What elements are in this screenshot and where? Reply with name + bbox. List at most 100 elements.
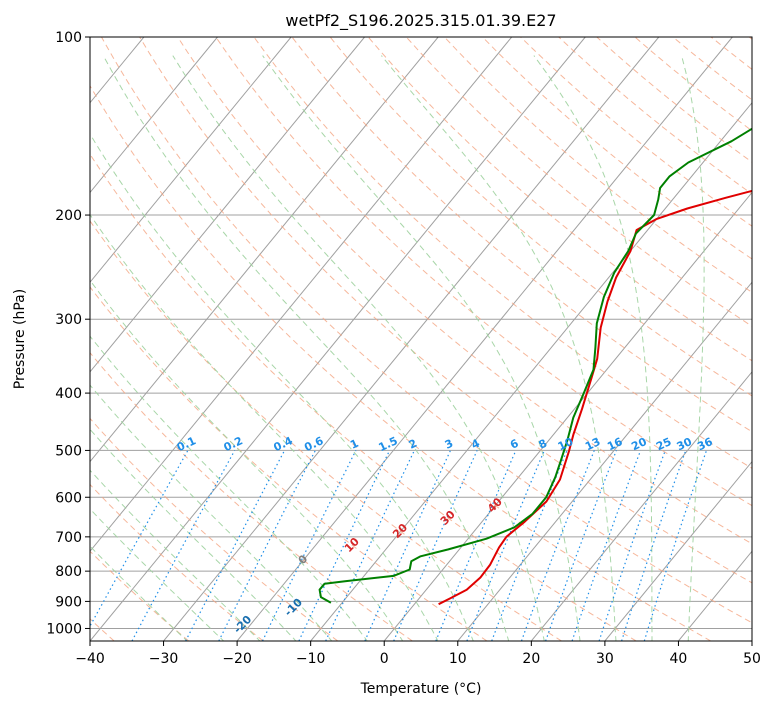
x-axis-label: Temperature (°C) [360, 681, 482, 697]
x-axis: −40 −30 −20 −10 0 10 20 30 40 50 [75, 641, 761, 667]
isotherm-line [751, 640, 752, 641]
x-tick-label: 10 [449, 651, 467, 667]
moist-adiabat-line [90, 335, 368, 641]
x-tick-label: 50 [743, 651, 761, 667]
temperature-profile-line [438, 189, 752, 606]
mixing-ratio-line [325, 450, 415, 641]
dry-adiabat-line [748, 37, 752, 40]
dry-adiabat-line [101, 37, 752, 624]
y-tick-label: 200 [55, 208, 82, 224]
isotherm-line [90, 37, 439, 463]
moist-adiabat-line [90, 279, 404, 641]
plot-frame [89, 36, 753, 642]
mixing-ratio-label: 0.4 [272, 434, 295, 454]
isotherm-line [90, 37, 292, 284]
mixing-ratio-label: 16 [605, 435, 625, 453]
mixing-ratio-line [185, 450, 286, 641]
dewpoint-profile-line [318, 127, 752, 604]
mixing-ratio-label: 30 [675, 435, 695, 453]
mixing-ratio-line [261, 450, 357, 641]
x-tick-label: −40 [75, 651, 105, 667]
dry-adiabat-line [177, 37, 752, 545]
moist-adiabat-line [90, 384, 333, 641]
dry-adiabat-label: 10 [342, 535, 362, 555]
y-tick-label: 500 [55, 443, 82, 459]
moist-adiabat-line [90, 545, 188, 641]
dry-adiabat-line [405, 37, 752, 327]
moist-adiabat-line [533, 55, 653, 641]
chart-title: wetPf2_S196.2025.315.01.39.E27 [285, 11, 556, 31]
mixing-ratio-line [298, 450, 391, 641]
mixing-ratio-label: 1 [348, 437, 360, 452]
moist-adiabat-line [90, 213, 439, 641]
dry-adiabat-line [90, 153, 637, 641]
dry-adiabat-line [710, 37, 752, 70]
isotherm-line [457, 281, 752, 641]
grid-layer [0, 37, 752, 641]
mixing-ratio-line [131, 450, 236, 641]
dry-adiabat-line [215, 37, 752, 507]
moist-adiabat-line [102, 55, 510, 641]
isotherm-line [90, 37, 586, 641]
isotherm-line [604, 460, 752, 641]
isotherm-line [90, 37, 218, 194]
x-tick-label: −20 [222, 651, 252, 667]
y-tick-label: 600 [55, 490, 82, 506]
dry-adiabat-label: 40 [485, 495, 505, 515]
y-tick-label: 800 [55, 564, 82, 580]
moist-adiabat-line [172, 55, 545, 641]
dry-adiabat-line [482, 37, 752, 260]
dry-adiabat-line [90, 84, 712, 641]
mixing-ratio-line [364, 450, 452, 641]
dry-adiabat-line [90, 417, 339, 641]
mixing-ratio-label: 6 [508, 437, 521, 452]
profile-layer [318, 127, 752, 606]
x-tick-label: 40 [670, 651, 688, 667]
mixing-ratio-line [545, 450, 617, 641]
isotherm-line [0, 37, 70, 641]
dry-adiabat-line [90, 286, 488, 641]
dry-adiabat-line [90, 483, 264, 641]
isotherm-line [383, 191, 752, 641]
y-tick-label: 300 [55, 312, 82, 328]
dry-adiabat-line [139, 37, 752, 584]
moist-adiabat-line [90, 133, 474, 641]
x-tick-label: 0 [380, 651, 389, 667]
mixing-ratio-label: 8 [537, 437, 549, 452]
mixing-ratio-label: 2 [407, 437, 419, 452]
moist-adiabat-line [381, 55, 617, 641]
mixing-ratio-line [598, 450, 666, 641]
mixing-ratio-label: 0.1 [175, 434, 198, 454]
mixing-ratio-label: 20 [629, 435, 649, 453]
dry-adiabat-line [90, 220, 562, 641]
isotherm-line [530, 371, 752, 641]
mixing-ratio-line [393, 450, 478, 641]
mixing-ratio-label: 36 [695, 435, 715, 453]
mixing-ratio-label: 10 [556, 435, 576, 453]
dry-adiabat-line [558, 37, 752, 195]
dry-adiabat-line [672, 37, 752, 101]
x-tick-label: 20 [522, 651, 540, 667]
mixing-ratio-line [621, 450, 687, 641]
y-tick-label: 100 [55, 30, 82, 46]
isotherm-line [310, 101, 752, 641]
dry-adiabat-line [291, 37, 752, 433]
isotherm-line [163, 37, 660, 641]
mixing-ratio-label: 25 [654, 435, 673, 453]
moist-adiabat-line [90, 428, 297, 641]
y-tick-label: 1000 [46, 621, 82, 637]
moist-adiabat-line [262, 55, 581, 641]
dry-adiabat-label: -10 [282, 595, 305, 618]
y-axis: 100 200 300 400 500 600 700 800 900 1000 [46, 30, 90, 637]
mixing-ratio-line [466, 450, 545, 641]
mixing-ratio-label: 1.5 [377, 434, 400, 454]
mixing-ratio-line [435, 450, 517, 641]
y-axis-label: Pressure (hPa) [12, 289, 28, 389]
mixing-ratio-line [491, 450, 568, 641]
isotherm-line [90, 37, 513, 553]
moist-adiabat-line [90, 508, 225, 641]
dry-adiabat-line [444, 37, 752, 293]
moist-adiabat-line [681, 55, 705, 641]
mixing-ratio-line [90, 450, 189, 628]
